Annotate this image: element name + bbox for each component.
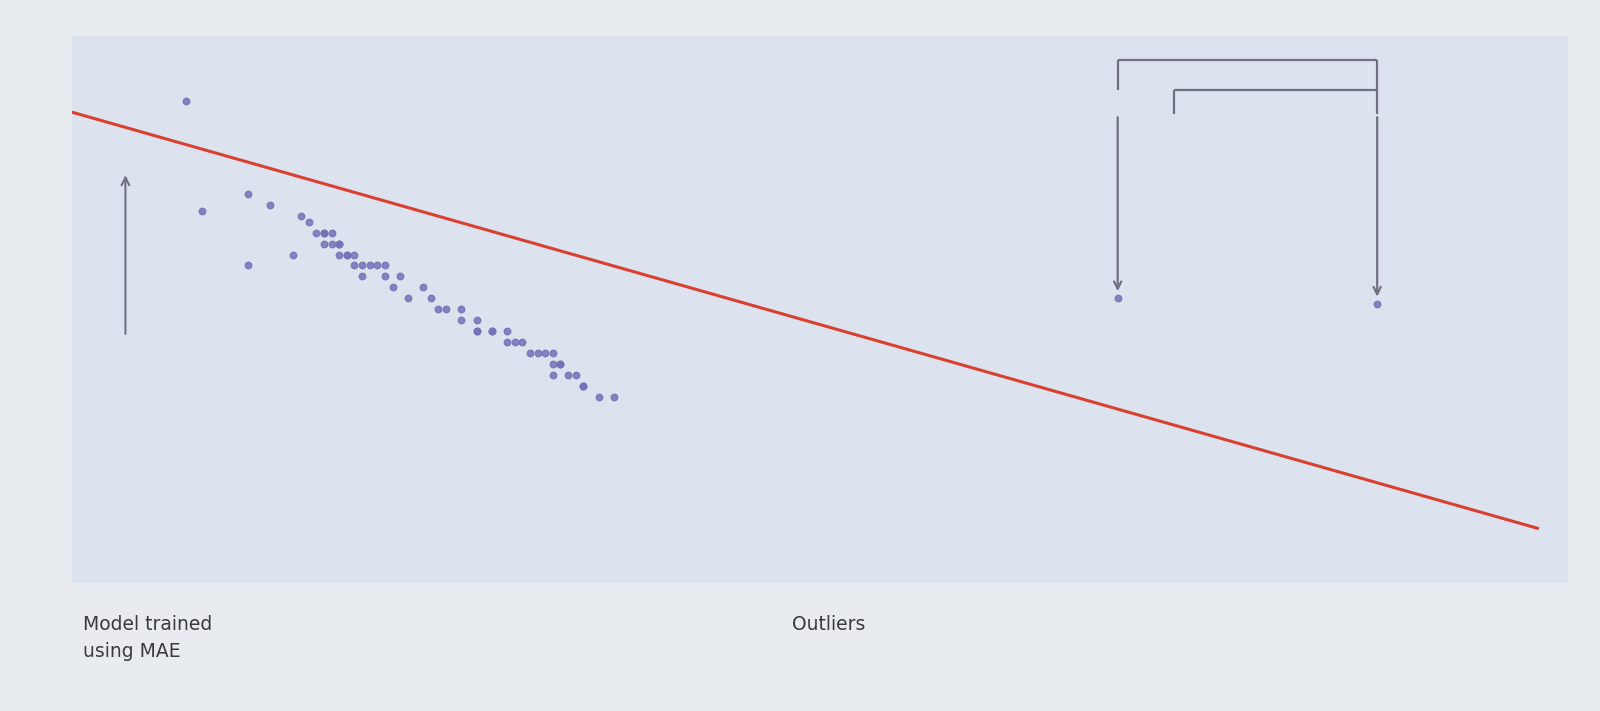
Point [296, 216, 322, 228]
Point [1106, 293, 1131, 304]
Point [478, 326, 504, 337]
Point [418, 293, 443, 304]
Point [280, 249, 306, 260]
Text: Outliers: Outliers [792, 615, 866, 634]
Point [541, 369, 566, 380]
Point [517, 348, 542, 359]
Point [349, 260, 374, 271]
Point [334, 249, 360, 260]
Point [464, 314, 490, 326]
Point [379, 282, 405, 293]
Point [426, 304, 451, 315]
Point [464, 326, 490, 337]
Point [533, 348, 558, 359]
Point [586, 391, 611, 402]
Point [326, 238, 352, 250]
Point [494, 336, 520, 348]
Point [304, 227, 330, 238]
Point [258, 200, 283, 211]
Point [1365, 298, 1390, 309]
Point [571, 380, 597, 392]
Point [541, 348, 566, 359]
Point [174, 95, 200, 107]
Point [547, 358, 573, 370]
Point [509, 336, 534, 348]
Point [547, 358, 573, 370]
Point [448, 304, 474, 315]
Point [373, 271, 398, 282]
Point [571, 380, 597, 392]
Point [563, 369, 589, 380]
Point [189, 205, 214, 216]
Point [318, 238, 344, 250]
Point [349, 271, 374, 282]
Point [525, 348, 550, 359]
Point [387, 271, 413, 282]
Point [410, 282, 435, 293]
Point [395, 293, 421, 304]
Point [318, 227, 344, 238]
Point [494, 326, 520, 337]
Point [342, 260, 368, 271]
Point [310, 238, 336, 250]
Point [373, 260, 398, 271]
Point [464, 326, 490, 337]
Point [448, 314, 474, 326]
Point [357, 260, 382, 271]
Point [541, 358, 566, 370]
Point [235, 188, 261, 200]
Point [310, 227, 336, 238]
Point [342, 249, 368, 260]
Point [502, 336, 528, 348]
Point [310, 227, 336, 238]
Point [326, 238, 352, 250]
Point [478, 326, 504, 337]
Point [326, 249, 352, 260]
Point [555, 369, 581, 380]
Point [434, 304, 459, 315]
Point [235, 260, 261, 271]
Point [288, 210, 314, 222]
Point [334, 249, 360, 260]
Point [365, 260, 390, 271]
Text: Model trained
using MAE: Model trained using MAE [83, 615, 213, 661]
Point [602, 391, 627, 402]
